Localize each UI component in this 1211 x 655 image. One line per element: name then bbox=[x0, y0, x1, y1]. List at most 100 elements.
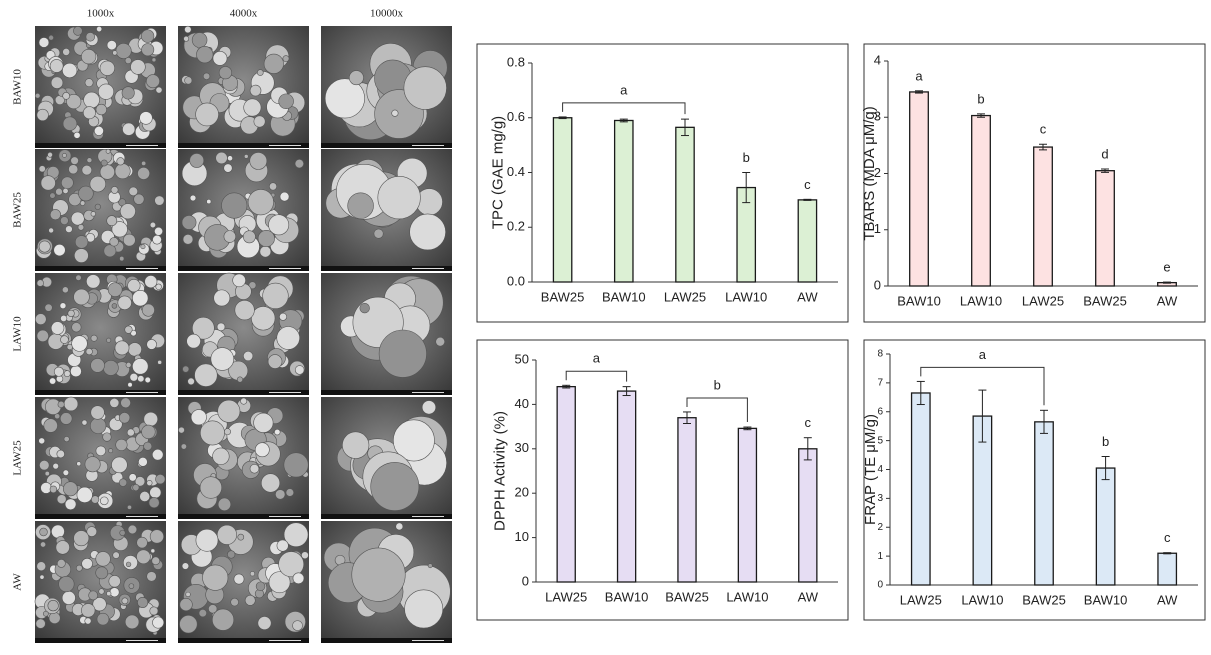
x-tick-label: AW bbox=[1157, 293, 1178, 308]
particle bbox=[64, 397, 78, 411]
group-letter: e bbox=[1163, 260, 1170, 275]
particle bbox=[128, 382, 133, 387]
particle bbox=[49, 228, 54, 233]
particle bbox=[72, 336, 88, 352]
particle bbox=[131, 60, 146, 75]
particle bbox=[352, 548, 405, 601]
particle bbox=[36, 619, 46, 629]
y-tick-label: 0 bbox=[874, 277, 881, 292]
particle bbox=[133, 484, 139, 490]
column-label: 4000x bbox=[230, 8, 258, 20]
particle bbox=[195, 364, 218, 387]
x-tick-label: LAW10 bbox=[960, 293, 1002, 308]
particle bbox=[150, 487, 161, 498]
particle bbox=[244, 99, 261, 116]
particle bbox=[128, 279, 141, 292]
x-tick-label: BAW25 bbox=[1022, 592, 1066, 607]
y-tick-label: 0.0 bbox=[507, 273, 525, 288]
particle bbox=[213, 51, 227, 65]
particle bbox=[74, 249, 88, 263]
particle bbox=[132, 358, 148, 374]
particle bbox=[117, 158, 124, 165]
y-tick-label: 0.8 bbox=[507, 54, 525, 69]
particle bbox=[63, 92, 70, 99]
particle bbox=[54, 244, 66, 256]
particle bbox=[248, 189, 273, 214]
particle bbox=[91, 212, 96, 217]
particle bbox=[73, 26, 82, 35]
particle bbox=[99, 589, 105, 595]
particle bbox=[45, 304, 52, 311]
particle bbox=[231, 598, 239, 606]
particle bbox=[126, 362, 131, 367]
x-tick-label: LAW25 bbox=[664, 289, 706, 304]
particle bbox=[80, 201, 85, 206]
y-tick-label: 10 bbox=[515, 529, 529, 544]
particle bbox=[140, 491, 150, 501]
particle bbox=[41, 482, 52, 493]
particle bbox=[121, 398, 131, 408]
particle bbox=[96, 567, 108, 579]
particle bbox=[56, 541, 70, 555]
particle bbox=[200, 477, 222, 499]
particle bbox=[50, 193, 56, 199]
particle bbox=[222, 193, 247, 218]
bar bbox=[1035, 422, 1053, 585]
particle bbox=[254, 413, 273, 432]
particle bbox=[63, 470, 69, 476]
column-label: 10000x bbox=[370, 8, 404, 20]
particle bbox=[61, 177, 73, 189]
particle bbox=[258, 616, 271, 629]
bar bbox=[799, 449, 817, 582]
particle bbox=[123, 234, 135, 246]
particle bbox=[137, 537, 148, 548]
particle bbox=[122, 123, 135, 136]
y-tick-label: 50 bbox=[515, 351, 529, 366]
particle bbox=[196, 103, 219, 126]
particle bbox=[190, 195, 196, 201]
particle bbox=[100, 165, 115, 180]
particle bbox=[101, 160, 107, 166]
particle bbox=[40, 542, 45, 547]
particle bbox=[63, 117, 77, 131]
particle bbox=[274, 429, 280, 435]
particle bbox=[77, 462, 81, 466]
particle bbox=[191, 410, 206, 425]
x-tick-label: BAW25 bbox=[541, 289, 585, 304]
x-tick-label: BAW25 bbox=[1083, 293, 1127, 308]
particle bbox=[293, 573, 304, 584]
particle bbox=[258, 230, 274, 246]
particle bbox=[212, 609, 234, 631]
particle bbox=[126, 562, 131, 567]
particle bbox=[49, 35, 54, 40]
particle bbox=[250, 464, 259, 473]
particle bbox=[141, 244, 145, 248]
y-axis-label: DPPH Activity (%) bbox=[491, 411, 508, 531]
particle bbox=[180, 615, 198, 633]
particle bbox=[144, 412, 158, 426]
particle bbox=[86, 32, 95, 41]
particle bbox=[257, 70, 263, 76]
particle bbox=[51, 525, 64, 538]
row-label: AW bbox=[12, 573, 24, 591]
particle bbox=[113, 51, 118, 56]
x-tick-label: AW bbox=[798, 589, 819, 604]
particle bbox=[111, 186, 118, 193]
particle bbox=[64, 371, 70, 377]
particle bbox=[74, 132, 80, 138]
particle bbox=[78, 224, 84, 230]
particle bbox=[152, 58, 156, 62]
particle bbox=[151, 549, 155, 553]
particle bbox=[217, 323, 225, 331]
x-tick-label: AW bbox=[797, 289, 818, 304]
particle bbox=[280, 192, 289, 201]
particle bbox=[410, 214, 446, 250]
particle bbox=[58, 401, 64, 407]
particle bbox=[192, 33, 207, 48]
sem-image bbox=[178, 397, 309, 519]
particle bbox=[60, 315, 66, 321]
particle bbox=[199, 609, 207, 617]
particle bbox=[190, 153, 204, 167]
particle bbox=[142, 44, 154, 56]
particle bbox=[138, 457, 147, 466]
